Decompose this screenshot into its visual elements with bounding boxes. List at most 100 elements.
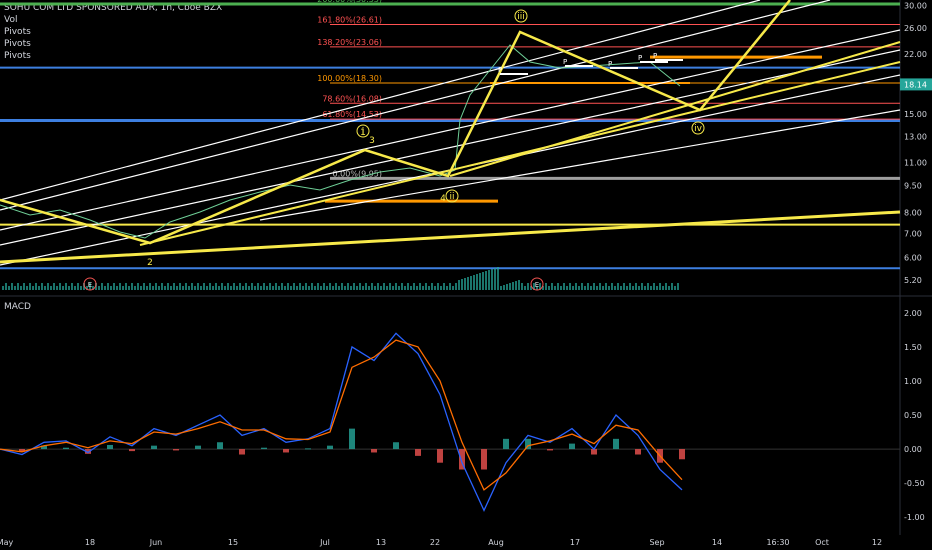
macd-axis-tick: 1.50 (904, 343, 922, 352)
volume-bar (557, 283, 559, 290)
volume-bar (440, 286, 442, 290)
volume-bar (179, 283, 181, 290)
volume-bar (407, 283, 409, 290)
volume-bar (476, 274, 478, 290)
volume-bar (302, 286, 304, 290)
macd-histogram-bar (437, 449, 443, 463)
macd-histogram-bar (481, 449, 487, 470)
macd-histogram-bar (569, 443, 575, 450)
wave-label: iii (517, 12, 525, 22)
volume-bar (635, 283, 637, 290)
time-axis-tick: 12 (872, 538, 882, 547)
macd-histogram-bar (635, 449, 641, 455)
volume-bar (89, 283, 91, 290)
volume-bar (287, 283, 289, 290)
volume-bar (449, 283, 451, 290)
chart-legend: SOHU COM LTD SPONSORED ADR, 1h, Cboe BZX… (4, 2, 222, 62)
volume-bar (59, 283, 61, 290)
volume-bar (356, 286, 358, 290)
volume-bar (368, 286, 370, 290)
volume-bar (203, 283, 205, 290)
volume-bar (218, 286, 220, 290)
macd-histogram-bar (173, 449, 179, 451)
volume-bar (380, 286, 382, 290)
volume-bar (395, 283, 397, 290)
indicator-pivots-3[interactable]: Pivots (4, 51, 31, 61)
macd-histogram-bar (503, 438, 509, 450)
volume-bar (113, 283, 115, 290)
volume-bar (434, 286, 436, 290)
volume-bar (518, 280, 520, 290)
volume-bar (656, 286, 658, 290)
indicator-vol[interactable]: Vol (4, 15, 18, 25)
volume-bar (572, 286, 574, 290)
volume-bar (131, 283, 133, 290)
macd-histogram-bar (107, 444, 113, 450)
last-price-badge (900, 78, 932, 91)
volume-bar (77, 283, 79, 290)
volume-bar (590, 286, 592, 290)
volume-bar (494, 268, 496, 290)
volume-bar (326, 286, 328, 290)
macd-histogram-bar (283, 449, 289, 453)
volume-bar (134, 286, 136, 290)
macd-axis-tick: 1.00 (904, 377, 922, 386)
volume-bar (404, 286, 406, 290)
volume-bar (515, 281, 517, 290)
time-axis-tick: Jun (149, 538, 163, 547)
volume-bar (500, 286, 502, 290)
price-axis-tick: 30.00 (904, 2, 927, 11)
volume-bar (320, 286, 322, 290)
volume-bar (524, 286, 526, 290)
macd-axis-tick: 0.00 (904, 445, 922, 454)
volume-bar (248, 286, 250, 290)
macd-histogram-bar (19, 449, 25, 452)
volume-bar (563, 283, 565, 290)
volume-bar (371, 283, 373, 290)
indicator-pivots-2[interactable]: Pivots (4, 39, 31, 49)
fib-level-label: 0.00%(9.95) (333, 169, 382, 178)
macd-histogram-bar (239, 449, 245, 455)
volume-bar (14, 286, 16, 290)
volume-bar (632, 286, 634, 290)
macd-histogram-bar (525, 438, 531, 450)
volume-bar (278, 286, 280, 290)
volume-bar (542, 286, 544, 290)
volume-bar (92, 286, 94, 290)
price-axis-tick: 13.00 (904, 133, 927, 142)
volume-bar (650, 286, 652, 290)
earnings-marker (530, 277, 544, 291)
channel-line (259, 109, 901, 221)
volume-bar (623, 283, 625, 290)
volume-bar (212, 286, 214, 290)
volume-bar (239, 283, 241, 290)
volume-bar (215, 283, 217, 290)
volume-bar (20, 286, 22, 290)
volume-bar (548, 286, 550, 290)
fib-level-label: 200.00%(30.33) (317, 0, 382, 4)
volume-bar (512, 282, 514, 290)
volume-bar (620, 286, 622, 290)
volume-bar (575, 283, 577, 290)
volume-bar (443, 283, 445, 290)
price-axis-tick: 11.00 (904, 159, 927, 168)
macd-histogram-bar (415, 449, 421, 456)
volume-bar (158, 286, 160, 290)
macd-line (0, 332, 683, 512)
wave-circle (514, 9, 528, 23)
macd-histogram-bar (349, 428, 355, 450)
pivot-label: P (563, 58, 567, 66)
volume-bar (338, 286, 340, 290)
volume-bar (164, 286, 166, 290)
volume-bar (149, 283, 151, 290)
wave-label: iv (694, 124, 703, 134)
volume-bar (161, 283, 163, 290)
volume-bar (644, 286, 646, 290)
volume-bar (56, 286, 58, 290)
volume-bar (125, 283, 127, 290)
volume-bar (584, 286, 586, 290)
volume-bar (416, 286, 418, 290)
fib-level-label: 161.80%(26.61) (317, 15, 382, 24)
indicator-pivots-1[interactable]: Pivots (4, 27, 31, 37)
